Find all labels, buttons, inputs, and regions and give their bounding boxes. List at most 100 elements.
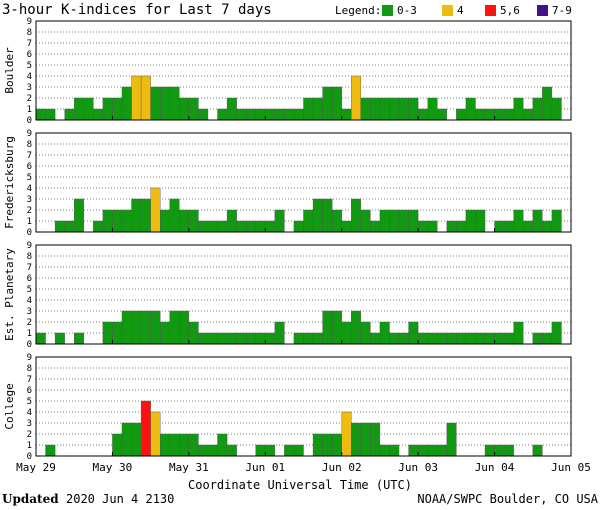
bar xyxy=(484,332,495,345)
bar xyxy=(503,108,514,121)
bar xyxy=(255,108,266,121)
bar xyxy=(54,332,65,345)
bar xyxy=(188,97,199,121)
updated-label: Updated xyxy=(2,492,59,506)
bar xyxy=(284,444,295,457)
y-tick-label: 3 xyxy=(27,83,32,93)
legend-label: Legend: xyxy=(335,4,381,17)
y-tick-label: 8 xyxy=(27,140,32,150)
station-label: College xyxy=(3,383,16,429)
bar xyxy=(64,108,75,121)
bar xyxy=(379,209,390,233)
y-tick-label: 7 xyxy=(27,151,32,161)
bar xyxy=(198,220,209,233)
y-tick-label: 1 xyxy=(27,105,32,115)
bar xyxy=(35,108,46,121)
y-tick-label: 9 xyxy=(27,241,32,251)
y-tick-label: 2 xyxy=(27,430,32,440)
bar xyxy=(265,444,276,457)
bar xyxy=(236,332,247,345)
bar xyxy=(331,433,342,457)
bar xyxy=(360,321,371,345)
bar xyxy=(198,444,209,457)
bar xyxy=(475,108,486,121)
bar xyxy=(503,332,514,345)
bar xyxy=(255,220,266,233)
y-tick-label: 7 xyxy=(27,263,32,273)
bar xyxy=(265,220,276,233)
updated-value: 2020 Jun 4 2130 xyxy=(66,492,174,506)
bar xyxy=(121,209,132,233)
bar xyxy=(226,209,237,233)
bar xyxy=(427,332,438,345)
bar xyxy=(74,97,84,121)
bar xyxy=(523,108,533,121)
bar xyxy=(102,321,113,345)
bar xyxy=(140,75,151,121)
y-tick-label: 2 xyxy=(27,94,32,104)
bar xyxy=(102,209,113,233)
bar xyxy=(45,444,56,457)
chart-panels: 0123456789Boulder0123456789Fredericksbur… xyxy=(3,17,572,462)
bar xyxy=(389,97,400,121)
bar xyxy=(159,209,170,233)
bar xyxy=(370,332,381,345)
bar xyxy=(446,422,457,457)
x-tick-label: Jun 04 xyxy=(475,461,515,474)
y-tick-label: 5 xyxy=(27,173,32,183)
y-tick-label: 4 xyxy=(27,408,32,418)
bar xyxy=(551,97,562,121)
bar xyxy=(542,86,553,121)
bar xyxy=(408,97,419,121)
y-tick-label: 9 xyxy=(27,17,32,27)
legend: 0-3 4 5,6 7-9 xyxy=(382,4,572,17)
bar xyxy=(322,433,333,457)
bar xyxy=(169,86,180,121)
bar xyxy=(456,108,467,121)
legend-swatch-3 xyxy=(537,5,548,16)
bar xyxy=(341,220,352,233)
bar xyxy=(331,310,342,345)
station-label: Est. Planetary xyxy=(3,248,16,341)
bar xyxy=(408,444,419,457)
bar xyxy=(446,220,457,233)
bar xyxy=(513,97,524,121)
bar xyxy=(494,332,505,345)
bar xyxy=(360,422,371,457)
bar xyxy=(236,220,247,233)
bar xyxy=(379,97,390,121)
bar xyxy=(159,321,170,345)
bar xyxy=(475,209,486,233)
y-tick-label: 6 xyxy=(27,274,32,284)
chart-title: 3-hour K-indices for Last 7 days xyxy=(2,2,272,18)
bar xyxy=(484,444,495,457)
y-tick-label: 4 xyxy=(27,184,32,194)
bar xyxy=(150,187,161,233)
bar xyxy=(351,198,362,233)
y-tick-label: 6 xyxy=(27,162,32,172)
panel-frame xyxy=(35,244,572,345)
bar xyxy=(93,108,104,121)
bar xyxy=(179,310,190,345)
y-tick-label: 4 xyxy=(27,72,32,82)
bar xyxy=(121,310,132,345)
bar xyxy=(35,332,46,345)
bar xyxy=(351,75,362,121)
bar xyxy=(513,321,524,345)
bar xyxy=(370,422,381,457)
x-tick-label: Jun 03 xyxy=(398,461,438,474)
bar xyxy=(542,332,553,345)
bar xyxy=(456,220,467,233)
bar xyxy=(312,198,323,233)
bar xyxy=(236,108,247,121)
x-tick-label: May 30 xyxy=(93,461,133,474)
x-axis-title: Coordinate Universal Time (UTC) xyxy=(188,478,412,492)
bar xyxy=(179,433,190,457)
bar xyxy=(140,310,151,345)
station-label: Boulder xyxy=(3,47,16,94)
bar xyxy=(150,411,161,457)
bar xyxy=(437,108,448,121)
bar xyxy=(121,422,132,457)
bar xyxy=(532,444,543,457)
